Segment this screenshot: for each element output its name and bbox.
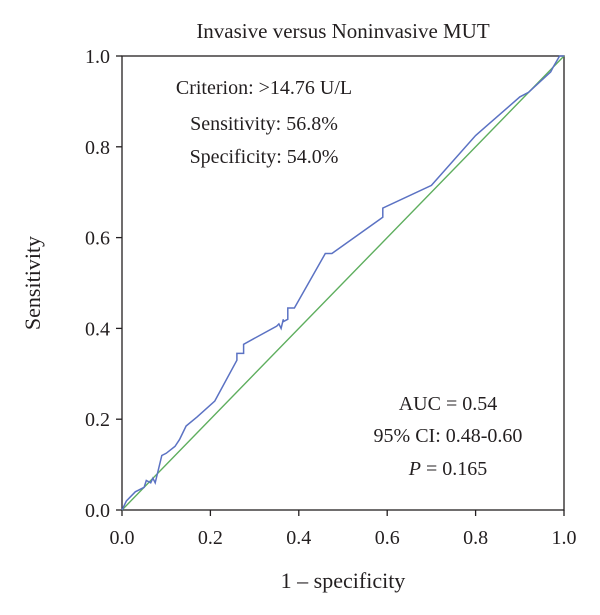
p-symbol: P [408,458,421,480]
y-axis-title: Sensitivity [20,236,45,330]
y-tick-label: 1.0 [85,46,110,68]
chart-title: Invasive versus Noninvasive MUT [196,19,490,43]
annotation-sensitivity: Sensitivity: 56.8% [190,113,338,135]
x-tick-label: 0.0 [110,527,135,549]
y-tick-label: 0.6 [85,228,110,250]
annotation-specificity: Specificity: 54.0% [190,146,339,168]
annotation-p-value: P = 0.165 [408,458,488,480]
y-tick-label: 0.4 [85,318,110,340]
annotation-criterion: Criterion: >14.76 U/L [176,77,352,99]
plot-frame [121,55,565,511]
x-tick-label: 1.0 [552,527,577,549]
y-axis-ticks: 0.0 0.2 0.4 0.6 0.8 1.0 [85,46,122,522]
x-tick-label: 0.4 [286,527,311,549]
x-tick-label: 0.8 [463,527,488,549]
x-axis-ticks: 0.0 0.2 0.4 0.6 0.8 1.0 [110,510,577,549]
x-tick-label: 0.6 [375,527,400,549]
roc-curve-line [121,55,564,511]
x-axis-title: 1 – specificity [281,568,406,593]
p-value-text: = 0.165 [421,458,487,480]
y-tick-label: 0.8 [85,137,110,159]
reference-line [121,55,565,511]
y-tick-label: 0.2 [85,409,110,431]
annotation-auc: AUC = 0.54 [399,393,498,415]
y-tick-label: 0.0 [85,500,110,522]
x-tick-label: 0.2 [198,527,223,549]
annotation-ci: 95% CI: 0.48-0.60 [374,425,523,447]
